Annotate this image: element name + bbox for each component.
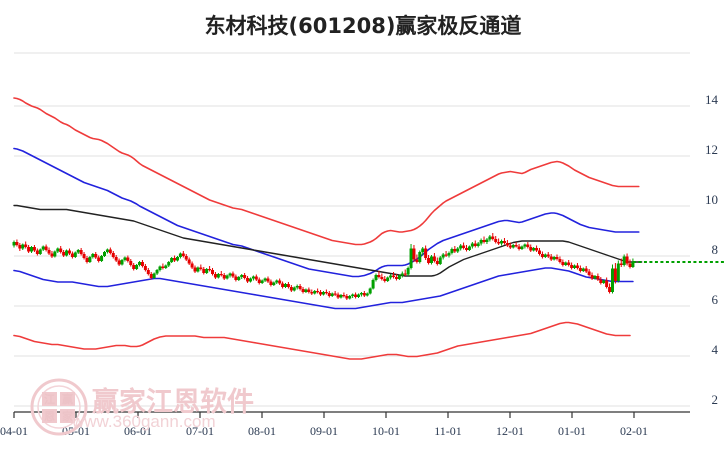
y-tick-label: 4 (712, 342, 719, 357)
band-line-2 (13, 204, 643, 277)
band-line-0 (13, 97, 640, 246)
axis-lines (13, 411, 690, 418)
page-title: 东材科技(601208)赢家极反通道 (204, 14, 522, 38)
candlestick-series (12, 233, 635, 300)
y-tick-label: 12 (705, 142, 718, 157)
x-tick-label: 06-01 (124, 424, 152, 438)
x-tick-label: 12-01 (496, 424, 524, 438)
x-tick-label: 10-01 (372, 424, 400, 438)
x-tick-label: 02-01 (620, 424, 648, 438)
y-tick-label: 2 (712, 392, 719, 407)
x-tick-label: 05-01 (62, 424, 90, 438)
y-tick-label: 10 (705, 192, 718, 207)
gridlines (14, 52, 690, 407)
x-tick-label: 07-01 (186, 424, 214, 438)
x-axis-labels: 04-01 05-01 06-01 07-01 08-01 09-01 10-01 11-01… (0, 424, 648, 438)
x-tick-label: 11-01 (434, 424, 462, 438)
x-tick-label: 09-01 (310, 424, 338, 438)
y-tick-label: 14 (705, 92, 719, 107)
band-line-3 (13, 267, 634, 310)
band-line-4 (13, 321, 631, 360)
y-axis-labels: 14 12 10 8 6 4 2 (705, 92, 719, 407)
band-line-1 (13, 147, 640, 278)
y-tick-label: 6 (712, 292, 719, 307)
x-tick-label: 04-01 (0, 424, 28, 438)
y-tick-label: 8 (712, 242, 719, 257)
x-tick-label: 01-01 (558, 424, 586, 438)
channel-bands (13, 97, 643, 360)
x-tick-label: 08-01 (248, 424, 276, 438)
